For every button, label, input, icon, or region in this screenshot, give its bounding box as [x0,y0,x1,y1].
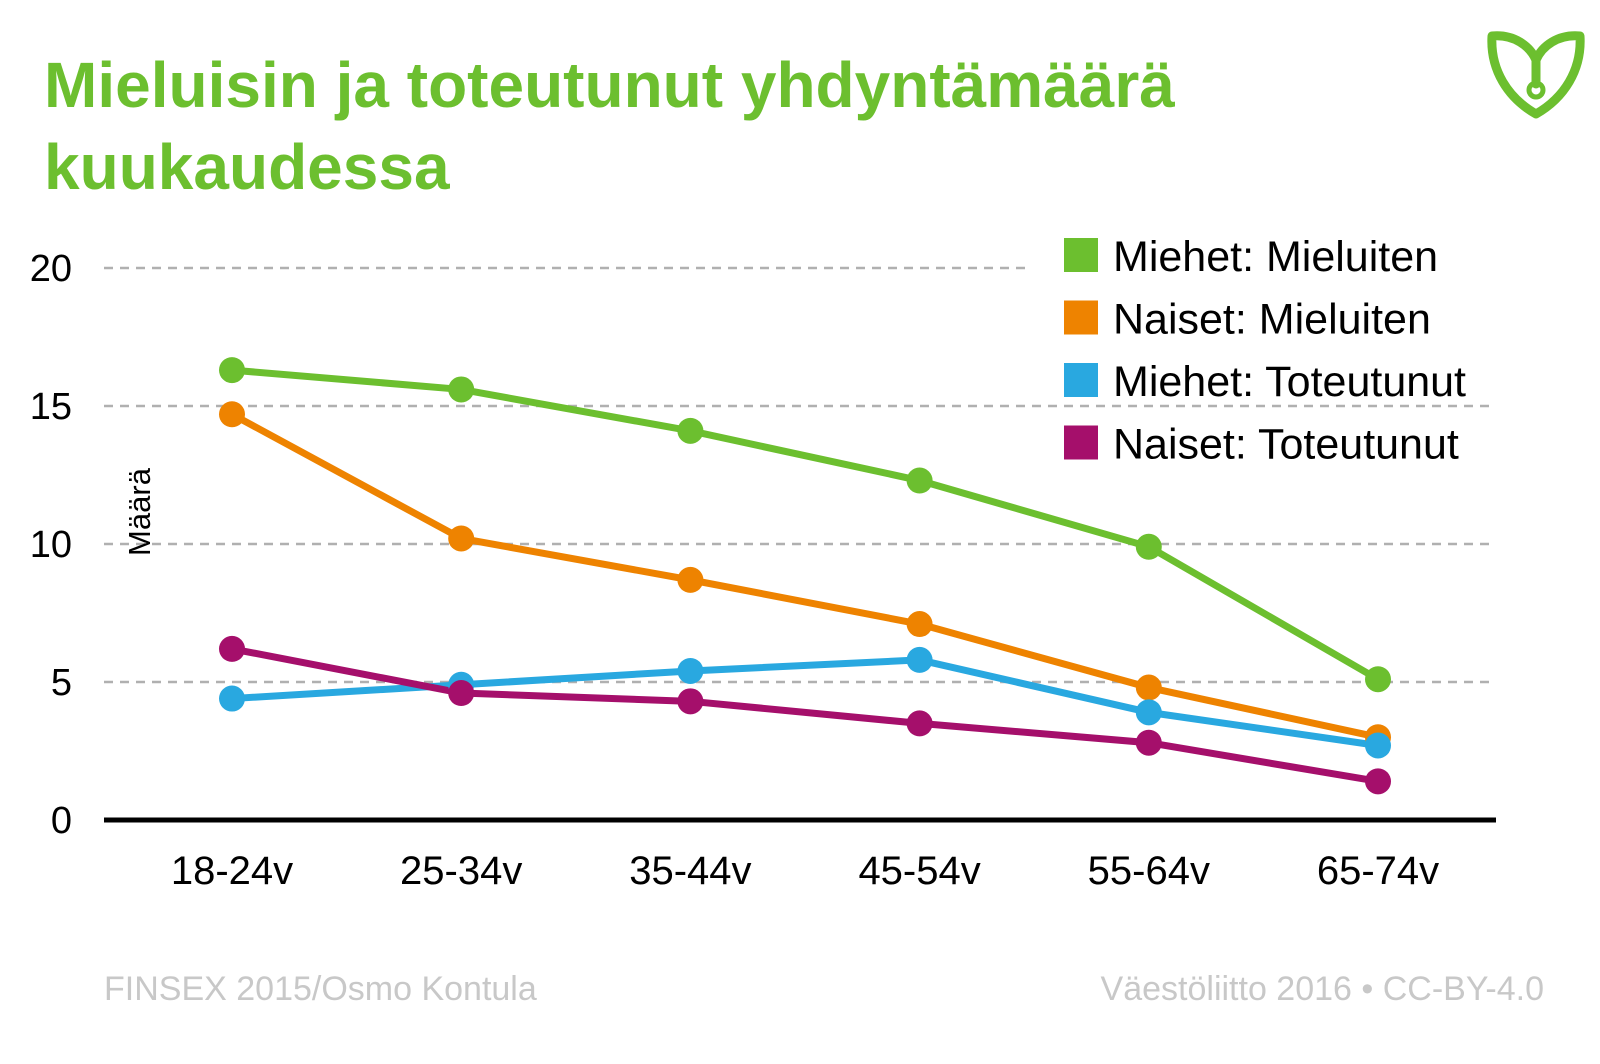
data-point [219,401,245,428]
data-point [1365,666,1391,693]
y-tick-label: 20 [30,248,72,290]
data-point [906,646,933,673]
x-tick-label: 18-24v [171,849,293,893]
legend-swatch [1064,363,1098,397]
line-chart: 0 5 10 15 20 18-24v 25-34v 35-44v 45-54v 55-64v 65… [30,233,1496,893]
x-tick-label: 65-74v [1317,849,1439,893]
data-point [1365,768,1391,795]
data-point [677,566,704,593]
legend-swatch [1064,238,1098,272]
x-tick-label: 45-54v [858,849,980,893]
data-point [677,417,704,444]
y-tick-label: 5 [51,662,72,704]
data-point [448,525,475,552]
vaestoliitto-logo-icon [1487,31,1585,119]
data-point [448,680,475,707]
data-point [677,657,704,684]
legend-label: Miehet: Mieluiten [1113,233,1438,281]
data-point [219,357,245,384]
data-point [219,635,245,662]
legend-label: Naiset: Toteutunut [1113,421,1459,469]
y-tick-label: 0 [51,800,72,842]
series-line [231,645,1379,785]
legend-swatch [1064,425,1098,460]
data-point [1135,699,1162,726]
y-tick-label: 10 [30,524,72,566]
data-point [906,710,933,737]
data-point [1135,729,1162,756]
series-line [231,366,1380,683]
data-point [1135,674,1162,701]
data-point [906,467,933,494]
data-point [219,685,245,712]
chart-title: Mieluisin ja toteutunut yhdyntämäärä kuu… [44,49,1175,203]
credit-note: Väestöliitto 2016 • CC-BY-4.0 [1100,970,1544,1008]
x-tick-label: 55-64v [1088,849,1210,893]
x-tick-label: 35-44v [629,849,751,893]
legend-swatch [1064,300,1098,335]
data-point [906,611,933,638]
legend-label: Miehet: Toteutunut [1113,358,1466,406]
source-note: FINSEX 2015/Osmo Kontula [104,970,537,1008]
y-tick-label: 15 [30,386,72,428]
data-point [677,688,704,715]
data-point [1135,533,1162,560]
y-axis-label: Määrä [122,467,157,556]
x-tick-label: 25-34v [400,849,522,893]
data-point [1365,732,1391,759]
legend-label: Naiset: Mieluiten [1113,296,1431,344]
series-line [230,411,1379,741]
data-point [448,376,475,403]
